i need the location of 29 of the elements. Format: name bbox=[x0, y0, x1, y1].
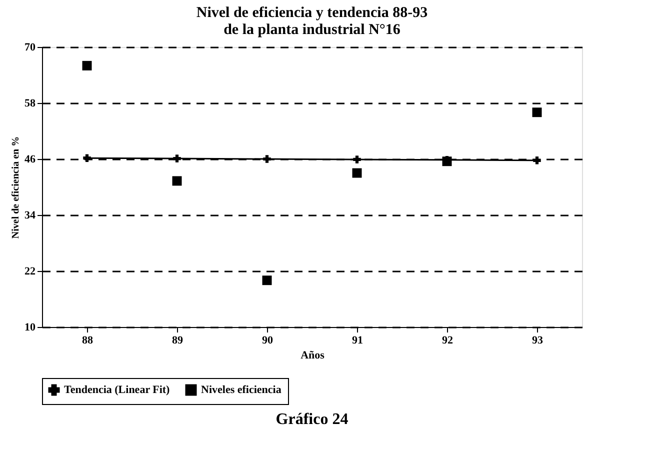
point bbox=[263, 155, 271, 163]
legend-label: Niveles eficiencia bbox=[201, 384, 282, 396]
y-tick-label: 46 bbox=[24, 154, 36, 166]
x-tick-label: 93 bbox=[532, 334, 544, 346]
point bbox=[82, 60, 92, 70]
text: de la planta industrial N°16 bbox=[224, 22, 400, 38]
point bbox=[262, 276, 272, 286]
x-tick-label: 92 bbox=[442, 334, 454, 346]
x-tick-label: 89 bbox=[172, 334, 184, 346]
text: Nivel de eficiencia y tendencia 88-93 bbox=[196, 5, 428, 21]
point bbox=[532, 108, 542, 118]
y-tick-label: 34 bbox=[24, 210, 36, 222]
y-tick-label: 22 bbox=[24, 266, 36, 278]
x-tick-label: 90 bbox=[262, 334, 274, 346]
point bbox=[83, 154, 91, 162]
x-axis-title: Años bbox=[300, 350, 326, 362]
point bbox=[173, 154, 181, 162]
point bbox=[353, 156, 361, 164]
y-tick-label: 10 bbox=[24, 322, 36, 334]
legend-label: Tendencia (Linear Fit) bbox=[64, 384, 170, 396]
x-tick-label: 88 bbox=[82, 334, 94, 346]
point bbox=[533, 156, 541, 164]
text: Gráfico 24 bbox=[276, 411, 348, 428]
x-tick-label: 91 bbox=[352, 334, 363, 346]
point bbox=[172, 176, 182, 186]
y-tick-label: 70 bbox=[24, 42, 36, 54]
y-axis-title: Nivel de eficiencia en % bbox=[10, 136, 22, 239]
y-tick-label: 58 bbox=[24, 98, 36, 110]
point bbox=[352, 168, 362, 178]
